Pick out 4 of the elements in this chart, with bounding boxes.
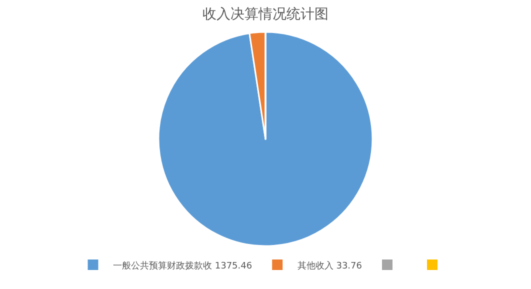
legend-label: 一般公共预算财政拨款收 1375.46: [113, 260, 252, 272]
chart-title: 收入决算情况统计图: [202, 6, 328, 22]
legend-label: 其他收入 33.76: [297, 260, 362, 272]
pie-slice: [158, 31, 374, 247]
